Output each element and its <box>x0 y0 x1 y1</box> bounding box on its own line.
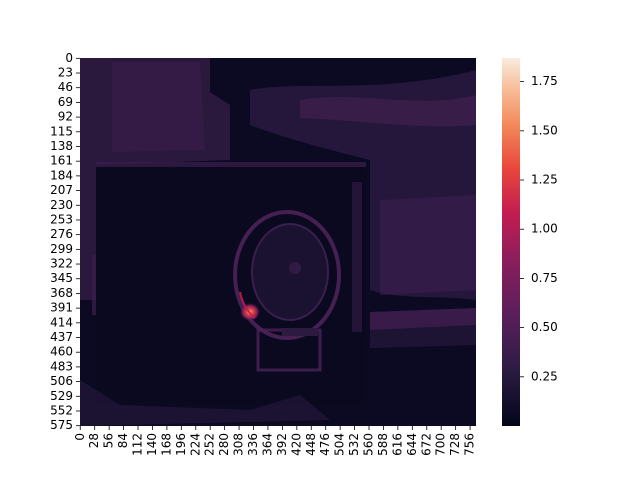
x-tick-label: 196 <box>174 433 188 456</box>
region-lens-inner <box>251 223 329 321</box>
heatmap-plot <box>80 58 476 426</box>
y-tick-label: 230 <box>50 198 73 212</box>
x-tick-label: 588 <box>376 433 390 456</box>
y-tick-label: 23 <box>58 66 73 80</box>
y-tick-label: 437 <box>50 330 73 344</box>
x-tick-label: 280 <box>217 433 231 456</box>
colorbar-axis: 0.25 0.50 0.75 1.00 1.25 1.50 1.75 <box>520 74 558 383</box>
colorbar-tick-label: 1.50 <box>531 123 558 137</box>
y-tick-label: 207 <box>50 183 73 197</box>
x-tick-label: 560 <box>362 433 376 456</box>
y-tick-label: 0 <box>65 51 73 65</box>
x-tick-label: 252 <box>203 433 217 456</box>
region-camera-frame <box>96 162 366 167</box>
x-tick-label: 224 <box>188 433 202 456</box>
y-tick-label: 529 <box>50 389 73 403</box>
colorbar-tick-label: 1.75 <box>531 74 558 88</box>
region-right-lighter <box>300 95 476 127</box>
x-tick-label: 112 <box>131 433 145 456</box>
y-tick-label: 552 <box>50 403 73 417</box>
y-tick-label: 575 <box>50 418 73 432</box>
region-lens-center <box>289 262 301 274</box>
x-tick-label: 532 <box>347 433 361 456</box>
y-tick-label: 345 <box>50 271 73 285</box>
y-tick-label: 69 <box>58 95 73 109</box>
y-tick-label: 299 <box>50 242 73 256</box>
x-axis: 0 28 56 84 112 140 168 196 224 252 280 308 336 364 392… <box>73 426 477 456</box>
x-tick-label: 0 <box>73 433 87 441</box>
x-tick-label: 504 <box>333 433 347 456</box>
region-hotspot-arc <box>239 291 256 319</box>
colorbar <box>502 58 520 426</box>
y-tick-label: 253 <box>50 212 73 226</box>
x-tick-label: 448 <box>304 433 318 456</box>
x-tick-label: 756 <box>463 433 477 456</box>
y-tick-label: 483 <box>50 359 73 373</box>
colorbar-tick-label: 1.25 <box>531 173 558 187</box>
y-tick-label: 460 <box>50 345 73 359</box>
y-tick-label: 506 <box>50 374 73 388</box>
x-tick-label: 56 <box>102 433 116 448</box>
x-tick-label: 84 <box>116 433 130 448</box>
y-axis: 0234669921151381611842072302532762993223… <box>50 51 80 432</box>
x-tick-label: 140 <box>145 433 159 456</box>
y-tick-label: 368 <box>50 286 73 300</box>
y-tick-label: 92 <box>58 110 73 124</box>
y-tick-label: 161 <box>50 154 73 168</box>
region-lens-outer <box>233 210 341 340</box>
y-tick-label: 184 <box>50 168 73 182</box>
y-tick-label: 391 <box>50 301 73 315</box>
y-tick-label: 46 <box>58 80 73 94</box>
region-left-streak <box>92 255 97 315</box>
y-tick-label: 276 <box>50 227 73 241</box>
x-tick-label: 392 <box>275 433 289 456</box>
region-bottom-left <box>80 380 330 426</box>
x-tick-label: 308 <box>232 433 246 456</box>
y-tick-label: 115 <box>50 124 73 138</box>
x-tick-label: 700 <box>434 433 448 456</box>
region-camera-edge <box>352 182 362 332</box>
colorbar-tick-label: 0.75 <box>531 271 558 285</box>
x-tick-label: 168 <box>159 433 173 456</box>
x-tick-label: 476 <box>318 433 332 456</box>
region-right-mid <box>380 195 476 295</box>
colorbar-tick-label: 0.50 <box>531 320 558 334</box>
x-tick-label: 28 <box>87 433 101 448</box>
x-tick-label: 420 <box>289 433 303 456</box>
colorbar-tick-label: 0.25 <box>531 369 558 383</box>
x-tick-label: 644 <box>405 433 419 456</box>
region-wall-inner <box>112 62 205 152</box>
y-tick-label: 138 <box>50 139 73 153</box>
region-lens-base-top <box>282 328 318 336</box>
y-tick-label: 414 <box>50 315 73 329</box>
x-tick-label: 728 <box>448 433 462 456</box>
region-right-lower-band <box>370 308 476 330</box>
x-tick-label: 616 <box>390 433 404 456</box>
colorbar-tick-label: 1.00 <box>531 222 558 236</box>
x-tick-label: 364 <box>260 433 274 456</box>
x-tick-label: 672 <box>419 433 433 456</box>
y-tick-label: 322 <box>50 257 73 271</box>
x-tick-label: 336 <box>246 433 260 456</box>
region-right-lower-dim <box>370 325 476 348</box>
